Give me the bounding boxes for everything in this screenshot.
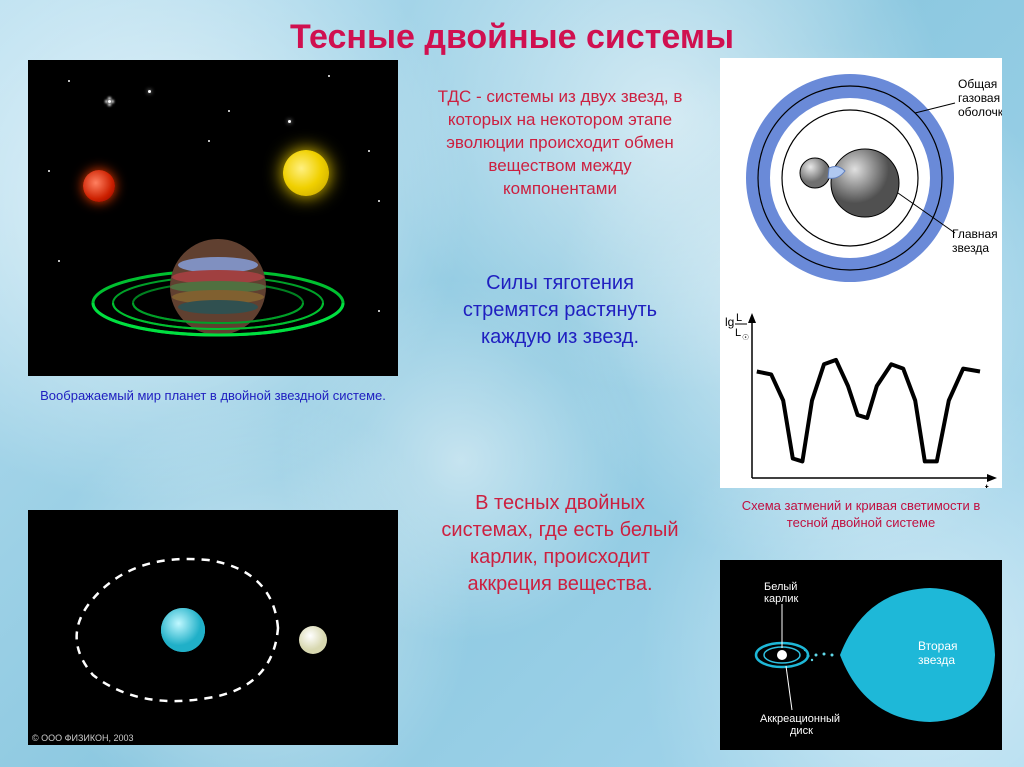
svg-text:L: L xyxy=(735,327,741,339)
caption-figure-1: Воображаемый мир планет в двойной звездн… xyxy=(28,388,398,405)
svg-text:газовая: газовая xyxy=(958,91,1000,105)
definition-text: ТДС - системы из двух звезд, в которых н… xyxy=(430,86,690,201)
gravity-text: Силы тяготения стремятся растянуть кажду… xyxy=(440,270,680,351)
yellow-star xyxy=(283,150,329,196)
svg-text:Аккреационный: Аккреационный xyxy=(760,713,840,725)
svg-text:звезда: звезда xyxy=(952,241,989,255)
accretion-text: В тесных двойных системах, где есть белы… xyxy=(440,490,680,598)
svg-text:звезда: звезда xyxy=(918,653,955,667)
red-star xyxy=(83,170,115,202)
svg-text:карлик: карлик xyxy=(764,593,798,605)
copyright-text: © ООО ФИЗИКОН, 2003 xyxy=(32,733,134,743)
figure-eclipse-schematic: Общая газовая оболочка Главная звезда lg… xyxy=(720,58,1002,488)
svg-text:оболочка: оболочка xyxy=(958,105,1002,119)
svg-text:Белый: Белый xyxy=(764,581,797,593)
svg-text:lg: lg xyxy=(725,315,734,329)
figure-roche-lobe: © ООО ФИЗИКОН, 2003 xyxy=(28,510,398,745)
svg-text:☉: ☉ xyxy=(742,333,749,342)
svg-text:Общая: Общая xyxy=(958,77,997,91)
svg-text:Главная: Главная xyxy=(952,227,998,241)
svg-text:Вторая: Вторая xyxy=(918,639,958,653)
svg-text:L: L xyxy=(736,312,742,324)
svg-text:t: t xyxy=(985,481,989,488)
figure-accretion: Белый карлик Вторая звезда Аккреационный… xyxy=(720,560,1002,750)
ringed-planet xyxy=(88,225,348,365)
figure-binary-system-planets xyxy=(28,60,398,376)
caption-figure-3: Схема затмений и кривая светимости в тес… xyxy=(720,498,1002,532)
page-title: Тесные двойные системы xyxy=(0,18,1024,57)
svg-text:диск: диск xyxy=(790,725,813,737)
